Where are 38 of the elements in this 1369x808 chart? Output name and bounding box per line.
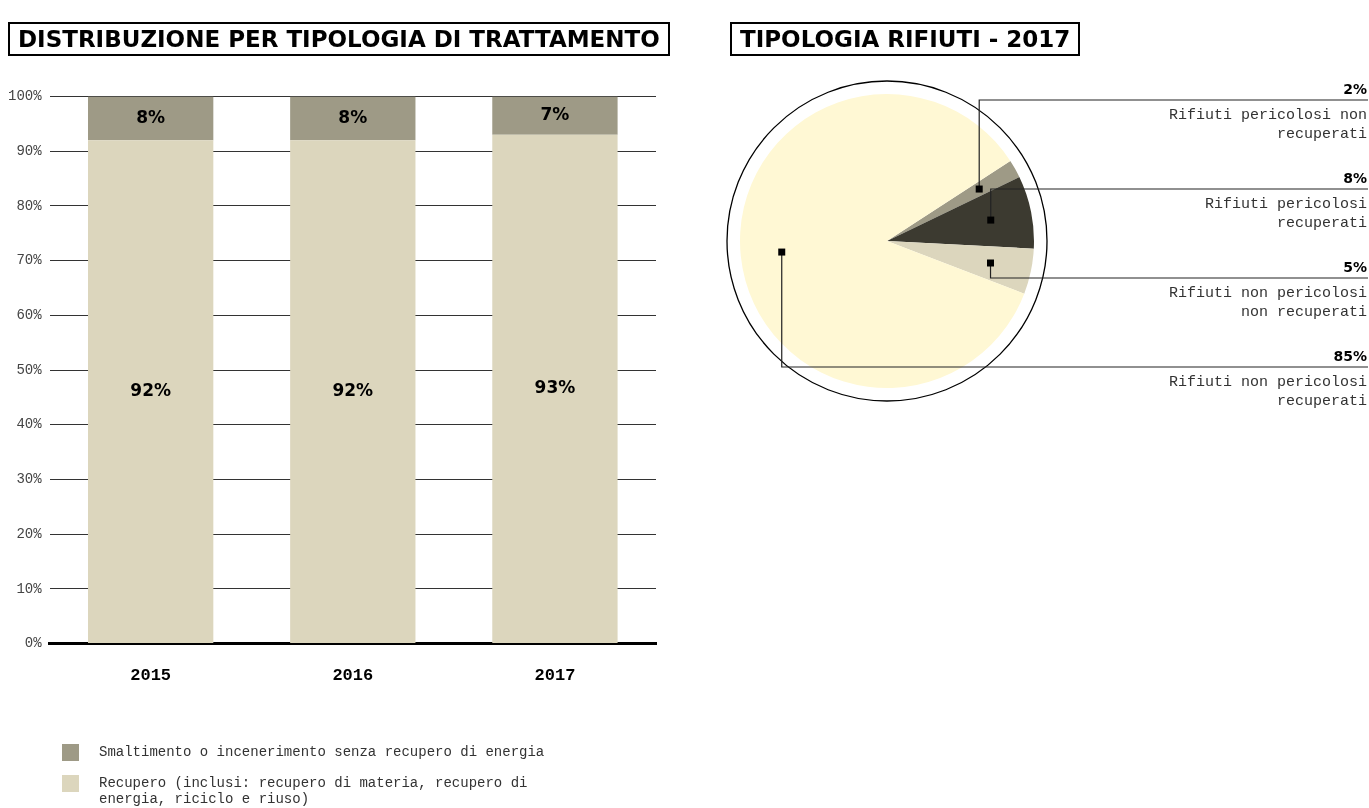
y-tick-label: 0%	[24, 635, 43, 652]
data-label: 85%	[1333, 347, 1367, 364]
data-label: 7%	[540, 103, 570, 124]
x-tick-label: 2015	[130, 666, 172, 686]
slice-label: Rifiuti pericolosi recuperati	[1204, 196, 1367, 233]
y-tick-label: 30%	[16, 471, 43, 488]
chart-title: DISTRIBUZIONE PER TIPOLOGIA DI TRATTAMENTO	[8, 22, 670, 56]
y-tick-label: 90%	[16, 142, 43, 159]
data-label: 92%	[332, 380, 374, 401]
data-label: 2%	[1343, 80, 1367, 97]
legend-label: Recupero (inclusi: recupero di materia, recupero di energia, riciclo e riuso)	[99, 775, 529, 807]
y-tick-label: 100%	[8, 88, 43, 105]
data-label: 8%	[136, 106, 166, 127]
bar	[88, 140, 214, 644]
y-tick-label: 50%	[16, 361, 43, 378]
y-tick-label: 10%	[16, 580, 43, 597]
bar	[492, 96, 618, 135]
data-label: 93%	[534, 377, 576, 398]
bar	[492, 134, 618, 644]
y-tick-label: 70%	[16, 252, 43, 269]
data-label: 8%	[338, 106, 368, 127]
y-tick-label: 40%	[16, 416, 43, 433]
bar	[290, 140, 416, 644]
y-tick-label: 20%	[16, 525, 43, 542]
bar	[88, 96, 214, 141]
x-tick-label: 2016	[332, 666, 374, 686]
chart-title: TIPOLOGIA RIFIUTI - 2017	[730, 22, 1081, 56]
data-label: 5%	[1343, 258, 1367, 275]
x-tick-label: 2017	[534, 666, 576, 686]
data-label: 92%	[130, 380, 172, 401]
y-tick-label: 80%	[16, 197, 43, 214]
legend-label: Smaltimento o incenerimento senza recupero di energia	[99, 744, 545, 760]
slice-label: Rifiuti non pericolosi recuperati	[1168, 374, 1367, 411]
slice-label: Rifiuti pericolosi non recuperati	[1168, 107, 1367, 144]
bar	[290, 96, 416, 141]
y-tick-label: 60%	[16, 306, 43, 323]
data-label: 8%	[1343, 169, 1367, 186]
slice-label: Rifiuti non pericolosi non recuperati	[1168, 285, 1367, 322]
